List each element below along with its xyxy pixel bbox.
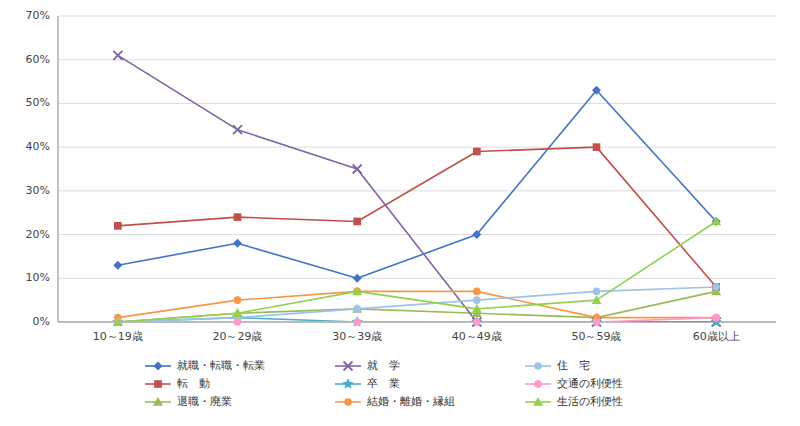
series-line [118,291,716,322]
point-marker [471,316,482,327]
point-marker [353,165,362,174]
legend-marker [342,378,353,389]
point-marker [353,218,361,226]
point-marker [473,148,481,156]
chart-container: 0% 10% 20% 30% 40% 50% 60% 70% 10～19歳 20～29歳 30～39… [0,0,800,426]
legend-marker [154,380,162,388]
point-marker [711,216,721,225]
series-line [118,287,716,322]
point-marker [353,274,362,283]
point-marker [473,288,481,296]
point-marker [113,261,122,270]
y-tick-label: 0% [33,315,50,328]
series-line [118,90,716,278]
grid [58,16,776,322]
grid-line [58,16,776,17]
legend: 就職・転職・転業転 動退職・廃業 就 学卒 業結婚・離婚・縁組 住 宅交通の利便性生… [145,359,623,408]
x-tick-label: 50～59歳 [572,330,622,343]
point-marker [592,295,602,304]
point-marker [233,239,242,248]
legend-marker [534,362,542,370]
point-marker [593,288,601,296]
legend-marker [533,397,543,406]
y-axis-line [58,16,59,322]
point-marker [473,296,481,304]
point-marker [593,318,601,326]
point-marker [113,51,122,60]
point-marker [234,318,242,326]
y-tick-label: 20% [26,228,50,241]
point-marker [472,318,481,327]
point-marker [234,296,242,304]
point-marker [593,143,601,151]
point-marker [592,86,601,95]
legend-marker [154,362,163,371]
series-line [118,221,716,322]
legend-marker [344,362,353,371]
series-line [118,147,716,287]
legend-label: 卒 業 [367,377,400,390]
chart-svg: 0% 10% 20% 30% 40% 50% 60% 70% 10～19歳 20～29歳 30～39… [0,0,800,426]
y-tick-label: 40% [26,140,50,153]
grid-line [58,234,776,235]
y-tick-label: 70% [26,9,50,22]
legend-label: 転 動 [177,377,210,390]
point-marker [233,308,243,317]
x-tick-label: 40～49歳 [452,330,502,343]
x-tick-label: 60歳以上 [693,330,740,343]
point-marker [712,314,720,322]
point-marker [353,318,361,326]
y-tick-label: 10% [26,271,50,284]
x-tick-label: 30～39歳 [332,330,382,343]
grid-line [58,190,776,191]
point-marker [712,217,721,226]
point-marker [351,316,362,327]
x-tick-label: 10～19歳 [93,330,143,343]
point-marker [712,283,720,291]
grid-line [58,147,776,148]
point-marker [353,305,361,313]
point-marker [112,316,123,327]
grid-line [58,278,776,279]
legend-label: 結婚・離婚・縁組 [366,395,455,408]
point-marker [233,308,243,317]
legend-label: 生活の利便性 [557,395,623,408]
legend-label: 交通の利便性 [557,377,623,390]
point-marker [114,222,122,230]
point-marker [352,286,362,295]
point-marker [234,213,242,221]
legend-marker [344,398,352,406]
legend-label: 住 宅 [557,359,590,372]
y-tick-label: 30% [26,184,50,197]
y-tick-label: 50% [26,96,50,109]
y-axis: 0% 10% 20% 30% 40% 50% 60% 70% [26,9,50,328]
point-marker [352,304,362,313]
legend-marker [534,380,542,388]
series-line [118,318,716,322]
y-tick-label: 60% [26,53,50,66]
point-marker [472,304,482,313]
grid-line [58,103,776,104]
point-marker [113,317,123,326]
series-line [118,55,716,322]
legend-label: 就 学 [367,359,400,372]
point-marker [233,125,242,134]
legend-marker [153,397,163,406]
legend-label: 退職・廃業 [177,395,232,408]
markers [112,51,722,327]
grid-line [58,59,776,60]
x-tick-label: 20～29歳 [213,330,263,343]
point-marker [712,283,720,291]
lines [118,55,716,322]
point-marker [472,230,481,239]
point-marker [473,318,481,326]
x-axis: 10～19歳 20～29歳 30～39歳 40～49歳 50～59歳 60歳以上 [93,330,740,343]
point-marker [712,314,720,322]
legend-label: 就職・転職・転業 [177,359,265,372]
